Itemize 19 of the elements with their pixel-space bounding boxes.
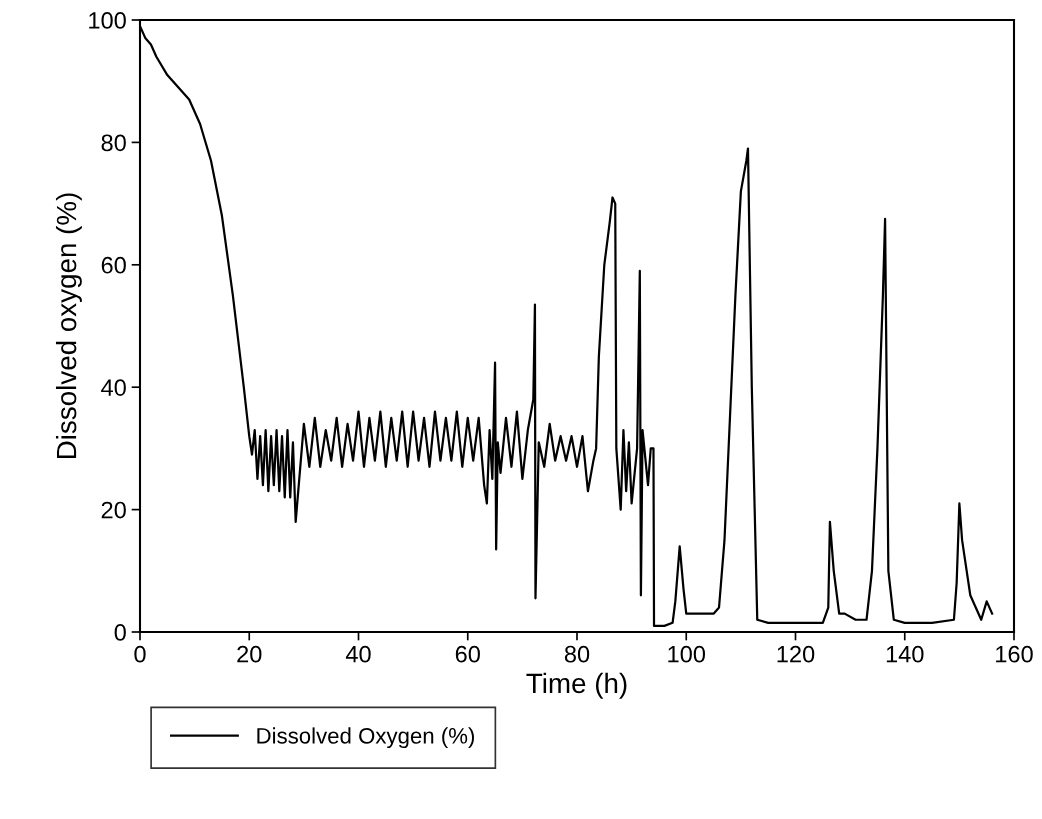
x-tick-label: 80 [564, 645, 590, 663]
x-tick-label: 100 [668, 645, 706, 663]
x-tick-label: 140 [886, 645, 924, 663]
y-tick-label: 20 [101, 501, 126, 519]
y-tick-label: 40 [101, 379, 126, 396]
x-tick-label: 120 [777, 645, 815, 663]
y-tick-label: 60 [101, 256, 126, 274]
x-tick-label: 60 [455, 645, 480, 663]
line-series [140, 25, 994, 627]
x-tick-label: 0 [134, 645, 146, 663]
legend-label: Dissolved Oxygen (%) [257, 727, 474, 749]
x-tick-label: 40 [345, 645, 371, 663]
y-tick-label: 80 [101, 134, 126, 152]
y-axis-title: Dissolved oxygen (%) [55, 193, 82, 459]
y-tick-label: 100 [89, 12, 126, 29]
x-tick-label: 20 [237, 645, 262, 663]
x-axis-title: Time (h) [526, 672, 627, 699]
y-tick-label: 0 [114, 624, 126, 641]
x-tick-label: 160 [996, 645, 1033, 663]
